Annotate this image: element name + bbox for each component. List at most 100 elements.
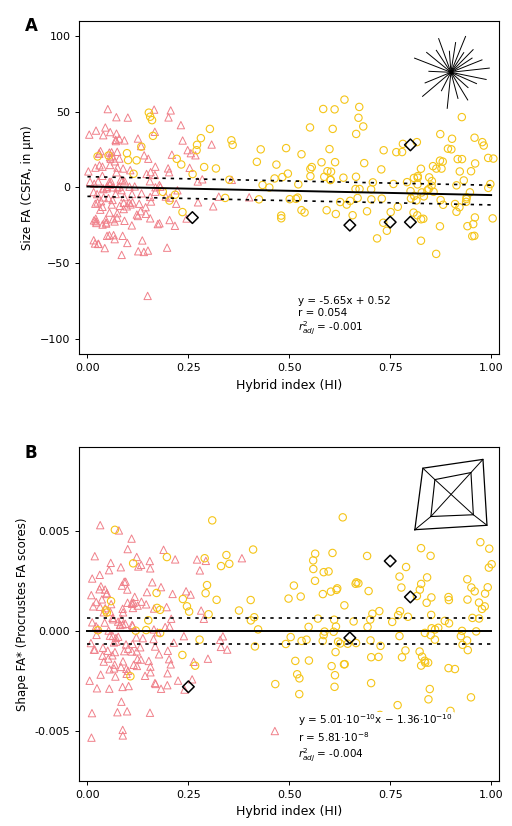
Point — [141, 669, 149, 682]
Point — [109, 193, 117, 206]
Point — [103, 180, 111, 193]
Point — [330, 613, 338, 626]
Point — [468, 230, 476, 243]
Point — [321, 625, 329, 638]
Point — [92, 212, 100, 225]
Point — [489, 152, 498, 165]
Point — [115, 132, 123, 145]
Point — [102, 587, 111, 601]
Point — [125, 180, 134, 193]
Point — [308, 160, 316, 173]
Point — [352, 577, 360, 591]
Point — [151, 169, 159, 182]
Point — [123, 583, 132, 596]
Point — [159, 185, 167, 198]
Point — [432, 247, 440, 260]
Point — [293, 191, 302, 204]
Point — [93, 681, 101, 695]
Point — [285, 592, 293, 605]
Point — [277, 209, 285, 222]
Point — [456, 165, 464, 178]
Point — [251, 640, 259, 653]
Point — [110, 636, 118, 649]
Point — [119, 162, 127, 175]
Point — [185, 161, 194, 174]
Point — [228, 173, 236, 187]
Point — [101, 121, 110, 134]
Point — [117, 695, 125, 709]
Point — [98, 649, 106, 662]
Point — [131, 591, 139, 604]
Point — [178, 648, 186, 662]
Point — [101, 583, 109, 596]
Point — [422, 596, 431, 610]
Point — [462, 191, 471, 204]
Point — [453, 178, 461, 192]
Point — [100, 655, 108, 668]
Point — [282, 638, 290, 651]
Point — [129, 557, 137, 570]
Point — [228, 138, 237, 151]
Point — [436, 127, 444, 140]
Point — [225, 558, 233, 571]
Point — [123, 705, 131, 718]
Point — [326, 143, 334, 156]
Point — [346, 194, 354, 207]
Point — [96, 203, 104, 216]
Point — [113, 127, 121, 140]
Point — [108, 150, 116, 163]
Point — [305, 620, 313, 634]
Point — [134, 210, 142, 223]
Point — [92, 596, 100, 609]
Point — [145, 106, 153, 119]
Point — [439, 155, 447, 169]
Point — [340, 599, 349, 612]
Point — [133, 653, 141, 666]
Point — [105, 662, 114, 676]
Point — [111, 215, 119, 228]
Point — [163, 667, 172, 680]
Point — [331, 668, 339, 681]
Point — [103, 606, 111, 620]
Point — [441, 615, 449, 628]
Point — [340, 657, 348, 671]
Point — [140, 149, 148, 162]
Point — [476, 535, 484, 548]
Point — [105, 682, 113, 695]
Point — [188, 168, 197, 181]
Point — [259, 178, 267, 192]
Point — [107, 175, 115, 188]
Point — [180, 629, 188, 643]
Point — [355, 183, 364, 196]
Point — [227, 134, 236, 147]
Point — [146, 562, 154, 575]
Point — [194, 196, 202, 209]
Point — [319, 629, 328, 642]
Point — [197, 604, 205, 617]
Point — [106, 556, 115, 569]
Point — [94, 175, 102, 188]
Point — [463, 572, 472, 586]
Point — [414, 171, 422, 184]
Text: y = -5.65x + 0.52
r = 0.054
$r_{adj}^{2}$ = -0.001: y = -5.65x + 0.52 r = 0.054 $r_{adj}^{2}… — [297, 296, 391, 337]
Point — [129, 196, 137, 209]
Point — [146, 110, 154, 123]
Point — [94, 624, 102, 637]
Point — [250, 610, 259, 624]
Point — [396, 605, 404, 618]
Point — [108, 198, 116, 211]
Point — [111, 233, 119, 246]
Point — [378, 192, 386, 205]
Point — [94, 196, 102, 209]
Point — [162, 601, 170, 614]
Point — [95, 582, 103, 596]
Point — [95, 147, 103, 160]
Point — [455, 201, 463, 214]
Point — [332, 583, 340, 596]
Point — [98, 218, 106, 231]
Point — [413, 590, 421, 603]
Point — [208, 514, 217, 527]
Text: A: A — [25, 17, 38, 36]
Point — [152, 181, 160, 194]
Point — [118, 579, 126, 592]
